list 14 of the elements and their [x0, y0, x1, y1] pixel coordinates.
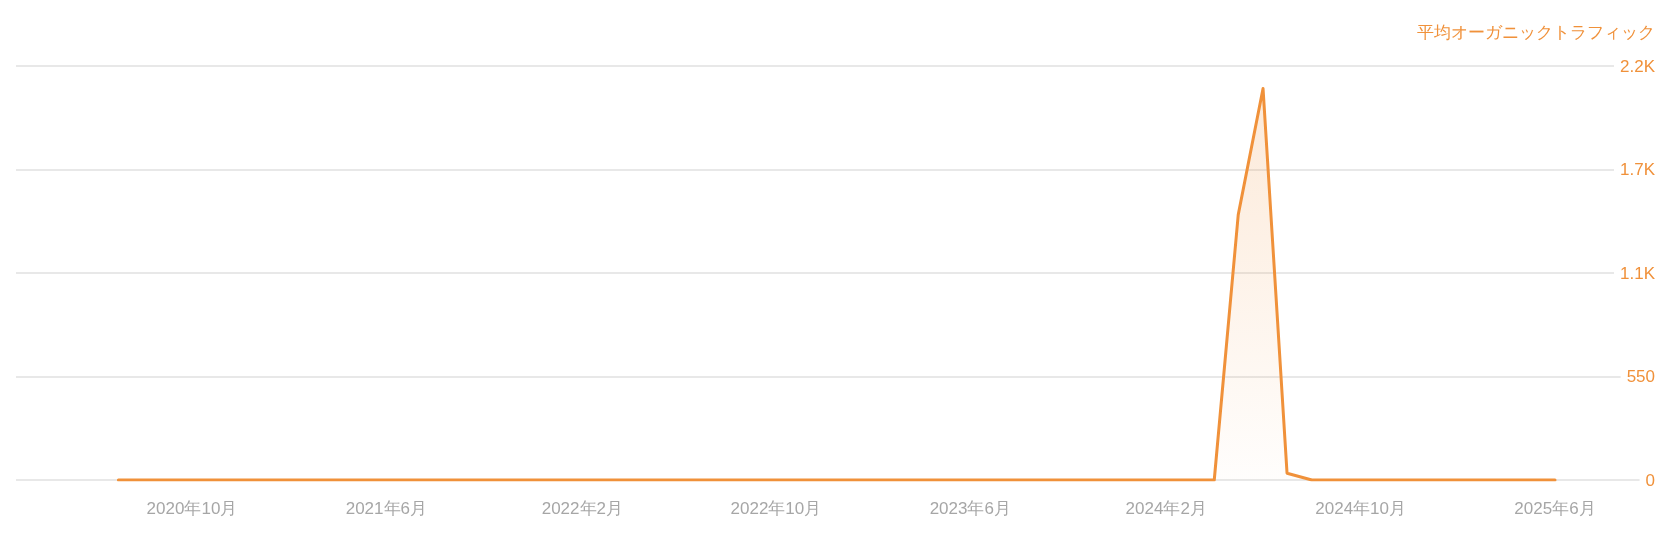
x-tick-label: 2025年6月 — [1514, 499, 1596, 518]
y-tick-label: 0 — [1645, 470, 1655, 490]
x-tick-label: 2024年10月 — [1315, 499, 1406, 518]
y-tick-label: 2.2K — [1620, 56, 1656, 76]
y-tick-label: 550 — [1626, 367, 1655, 386]
x-tick-label: 2024年2月 — [1125, 499, 1207, 518]
x-tick-label: 2020年10月 — [146, 499, 238, 518]
x-tick-label: 2022年10月 — [730, 499, 822, 518]
y-tick-label: 1.7K — [1620, 160, 1656, 179]
y-tick-label: 1.1K — [1620, 263, 1656, 283]
x-tick-label: 2023年6月 — [929, 499, 1011, 518]
y-axis-title: 平均オーガニックトラフィック — [1417, 22, 1655, 42]
x-tick-label: 2022年2月 — [541, 499, 623, 518]
x-tick-label: 2021年6月 — [345, 499, 427, 518]
